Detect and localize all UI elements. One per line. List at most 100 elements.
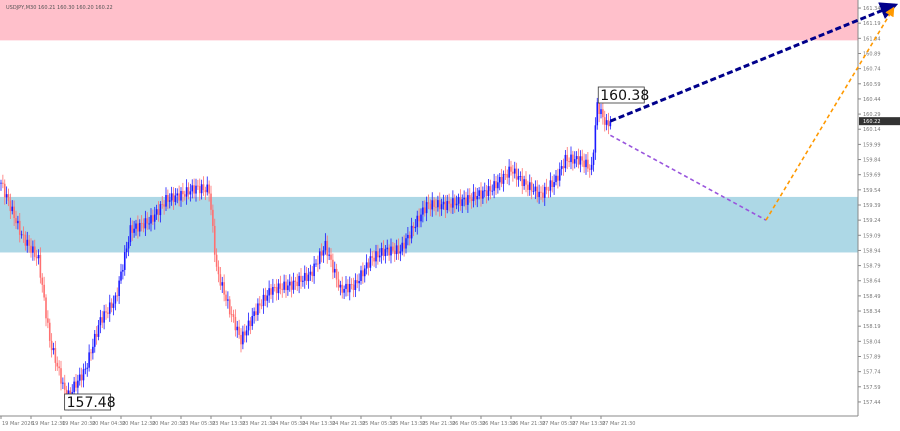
candle-body (448, 201, 450, 204)
candle (483, 182, 486, 198)
candle (382, 240, 385, 261)
candle-body (228, 299, 231, 315)
candle-body (414, 226, 417, 229)
candle-body (468, 195, 471, 199)
candle (195, 178, 197, 202)
candle (362, 262, 364, 284)
candle (227, 291, 229, 309)
candle-body (13, 206, 15, 219)
candle (230, 306, 233, 323)
candle (602, 102, 604, 125)
candle (403, 235, 405, 257)
candle (528, 174, 531, 196)
candle-body (482, 190, 484, 199)
candle (138, 219, 141, 237)
candle (504, 165, 507, 181)
candle (131, 220, 134, 241)
candle (313, 255, 315, 284)
candle (165, 187, 167, 211)
candle-body (266, 295, 269, 301)
candle-body (570, 154, 572, 163)
x-tick-label: 25 Mar 21:30 (422, 421, 455, 427)
candle (258, 296, 261, 314)
candle-body (35, 256, 38, 259)
candle-body (513, 168, 516, 174)
candle-body (174, 195, 177, 202)
candle-body (258, 303, 261, 306)
candle (367, 258, 370, 276)
candle-body (272, 286, 274, 295)
candle-body (24, 234, 27, 246)
candle-body (540, 191, 542, 193)
candle (208, 180, 210, 202)
candle (172, 187, 175, 210)
candle (609, 116, 612, 130)
candle-body (62, 382, 64, 384)
candle (275, 279, 278, 301)
candle-body (480, 190, 482, 199)
candle (482, 186, 484, 204)
current-price-label: 160.22 (863, 119, 881, 125)
candle (185, 179, 188, 205)
candle (495, 175, 497, 195)
candle-body (120, 271, 122, 281)
candle (92, 338, 94, 360)
candle (296, 273, 299, 291)
candle-body (332, 259, 334, 273)
candle (337, 271, 340, 291)
candle-body (45, 297, 47, 319)
candle (170, 186, 173, 206)
candle (489, 179, 492, 200)
candle (485, 185, 488, 204)
candle (88, 344, 90, 372)
candle-body (52, 348, 55, 351)
candle-body (557, 175, 559, 181)
candle (26, 231, 29, 253)
candle-body (405, 238, 407, 249)
candle-body (588, 168, 591, 170)
candle-body (337, 279, 340, 288)
candle (380, 242, 383, 264)
candle (159, 201, 162, 223)
candle-body (583, 160, 585, 168)
candle-body (277, 283, 280, 294)
candle (318, 248, 321, 270)
candle-body (215, 254, 218, 267)
candle-body (371, 256, 374, 258)
candle-body (127, 242, 130, 249)
candle (118, 276, 120, 304)
candle (420, 208, 422, 228)
candle-body (260, 305, 263, 307)
candle (540, 186, 542, 200)
candle (579, 150, 582, 173)
candle-body (536, 186, 539, 198)
candle (198, 178, 201, 201)
candle (530, 177, 533, 200)
candle-body (95, 333, 98, 337)
candle-body (131, 225, 134, 233)
candle-body (84, 368, 87, 370)
candle-body (478, 190, 480, 196)
candle-body (489, 186, 492, 192)
candle (142, 218, 145, 233)
candle (180, 187, 182, 207)
candle (223, 274, 225, 302)
candle (133, 220, 135, 238)
candle-body (180, 190, 182, 201)
candle (120, 263, 122, 284)
candle-body (562, 166, 565, 169)
candle-body (375, 251, 377, 262)
candle-body (534, 186, 537, 192)
y-tick-label: 157.44 (863, 400, 881, 406)
candle-body (435, 206, 437, 208)
candle-body (213, 225, 216, 255)
candle-body (401, 242, 404, 252)
candle-body (553, 182, 555, 187)
candle-body (129, 225, 132, 243)
candle (356, 274, 359, 289)
candle-body (283, 281, 285, 290)
candle-body (324, 240, 327, 251)
candle (480, 182, 482, 207)
x-tick-label: 20 Mar 20:30 (152, 421, 185, 427)
